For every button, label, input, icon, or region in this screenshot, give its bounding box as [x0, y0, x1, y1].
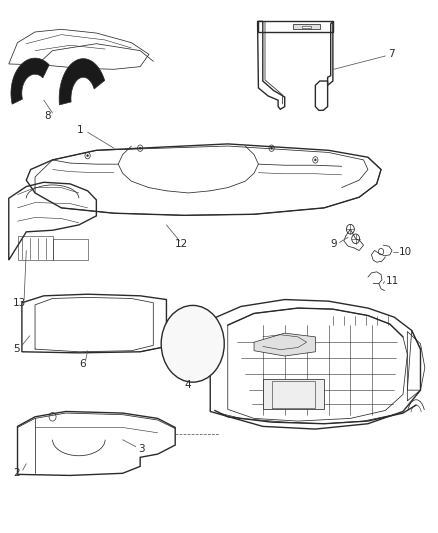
Polygon shape: [11, 58, 49, 104]
Text: 5: 5: [13, 344, 20, 353]
Text: 11: 11: [385, 277, 399, 286]
Polygon shape: [263, 379, 324, 409]
Polygon shape: [189, 322, 199, 336]
Text: 1: 1: [77, 125, 83, 135]
Bar: [53, 239, 88, 260]
Bar: [18, 236, 53, 260]
Polygon shape: [293, 24, 320, 29]
Text: 12: 12: [175, 239, 188, 249]
Text: 9: 9: [331, 239, 337, 249]
Circle shape: [139, 147, 141, 149]
Circle shape: [161, 305, 224, 382]
Polygon shape: [302, 26, 311, 28]
Text: 8: 8: [44, 111, 50, 121]
Polygon shape: [179, 322, 199, 328]
Circle shape: [87, 155, 88, 157]
Text: 2: 2: [13, 469, 20, 478]
Text: 4: 4: [185, 380, 191, 390]
Circle shape: [271, 147, 272, 149]
Text: 3: 3: [138, 444, 145, 454]
Text: 13: 13: [13, 298, 26, 308]
Polygon shape: [179, 322, 189, 337]
Polygon shape: [254, 333, 315, 356]
Text: 7: 7: [388, 50, 394, 59]
Text: 6: 6: [79, 359, 85, 368]
Circle shape: [314, 159, 316, 161]
Text: 10: 10: [399, 247, 412, 256]
Polygon shape: [59, 59, 105, 105]
